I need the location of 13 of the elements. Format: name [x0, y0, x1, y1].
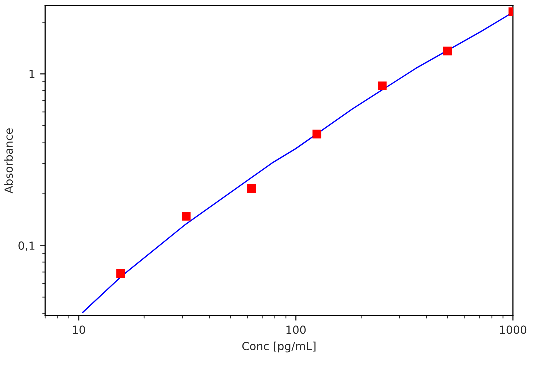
y-tick-label: 0,1: [18, 242, 35, 252]
point: [116, 269, 126, 278]
x-axis-title: Conc [pg/mL]: [242, 342, 316, 353]
x-tick-label: 1000: [500, 326, 527, 334]
x-tick-label: 100: [286, 326, 306, 334]
point: [247, 184, 256, 194]
point: [378, 82, 387, 91]
x-tick-label: 10: [73, 326, 86, 334]
y-axis-title: Absorbance: [4, 128, 14, 194]
y-tick-label: 1: [30, 70, 35, 78]
point: [182, 212, 191, 221]
point: [443, 46, 452, 56]
point: [312, 130, 322, 139]
